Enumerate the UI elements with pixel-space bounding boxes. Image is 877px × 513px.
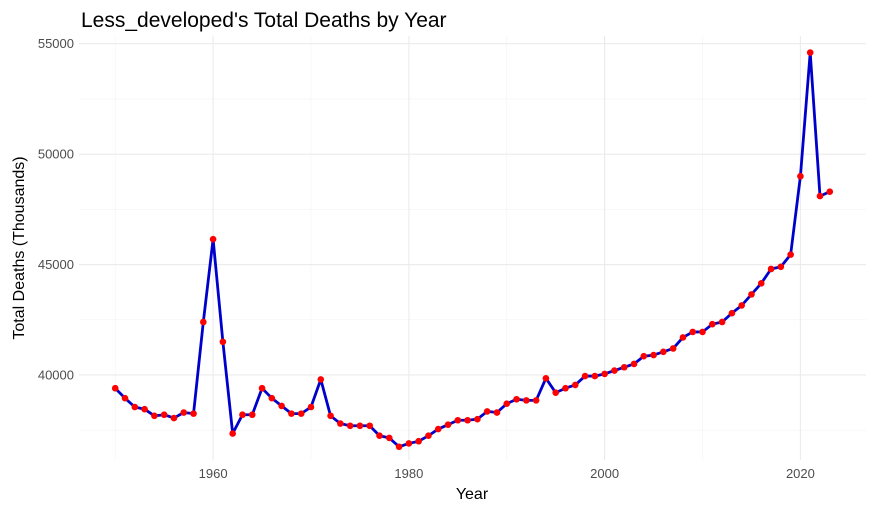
data-point [278,402,285,410]
data-point [180,409,188,416]
data-point [346,422,354,430]
data-point [483,408,491,415]
data-point [738,302,745,309]
series-line [113,51,832,449]
y-axis-title: Total Deaths (Thousands) [11,156,28,339]
data-point [718,318,726,326]
data-point [503,400,511,407]
data-point [806,49,814,56]
data-point [552,389,559,396]
data-point [248,411,256,419]
data-point [620,363,628,371]
data-point [454,416,462,424]
data-point [151,412,158,420]
y-tick-label: 50000 [38,147,74,162]
data-point [307,403,315,411]
axis-ticks: 1960 1980 2000 2020 40000 45000 50000 55000 [38,36,815,481]
chart-title: Less_developed's Total Deaths by Year [81,9,447,32]
data-point [757,280,765,287]
data-point [258,384,266,392]
data-point [111,384,119,392]
data-point [767,265,775,273]
data-point [268,394,276,402]
data-point [601,370,608,378]
data-point [405,440,413,447]
data-point [689,328,697,336]
data-point [288,410,295,417]
data-point [170,414,178,422]
data-point [679,334,687,341]
data-point [474,415,481,423]
data-point [532,397,540,404]
grid [79,36,866,460]
data-point [327,412,334,420]
x-tick-label: 2020 [786,466,815,481]
data-point [425,432,432,440]
data-point [748,291,755,298]
data-point [611,367,618,374]
data-point [464,416,471,424]
data-point [493,409,501,416]
data-point [434,425,442,433]
data-point [444,421,452,428]
data-point [562,384,569,392]
data-point [640,352,648,360]
data-point [797,172,804,180]
data-point [356,422,364,430]
data-point [141,405,148,413]
data-point [523,397,530,404]
data-point [669,345,677,352]
data-point [571,381,579,389]
data-point [826,188,834,195]
data-point [591,372,599,380]
data-point [219,338,227,346]
data-point [131,403,139,411]
data-point [581,372,589,380]
data-point [366,422,374,430]
data-point [229,430,236,437]
data-point [709,320,716,328]
x-axis-title: Year [456,486,489,503]
y-tick-label: 55000 [38,36,74,51]
y-tick-label: 45000 [38,257,74,272]
data-point [660,348,667,356]
data-points [111,49,834,451]
y-tick-label: 40000 [38,367,74,382]
data-point [513,395,520,403]
data-point [650,351,657,359]
data-point [190,410,197,417]
x-tick-label: 2000 [590,466,619,481]
data-point [297,410,305,417]
data-point [239,411,246,419]
x-tick-label: 1980 [394,466,423,481]
x-tick-label: 1960 [199,466,228,481]
data-point [386,434,393,442]
data-point [121,394,129,402]
data-point [160,411,168,419]
data-point [699,328,706,336]
data-point [816,192,824,200]
data-point [542,374,550,382]
data-point [415,437,422,445]
data-point [728,309,736,317]
data-point [787,251,794,258]
data-point [395,443,403,451]
data-point [376,432,383,440]
data-point [209,235,217,243]
data-point [630,360,638,368]
data-point [777,263,785,271]
data-point [337,420,344,427]
data-point [200,318,207,326]
data-point [317,376,325,383]
